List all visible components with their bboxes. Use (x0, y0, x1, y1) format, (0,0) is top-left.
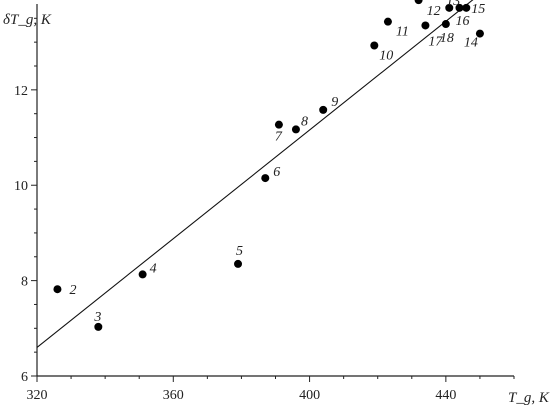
data-point (274, 120, 283, 129)
x-tick-label: 320 (27, 388, 48, 403)
axes (36, 4, 514, 377)
data-point (291, 125, 300, 134)
point-label-7: 7 (275, 130, 283, 145)
point-label-4: 4 (150, 261, 157, 276)
point-label-10: 10 (379, 48, 393, 63)
data-points (53, 0, 484, 331)
data-point (94, 322, 103, 331)
point-label-16: 16 (455, 14, 469, 29)
point-label-5: 5 (236, 244, 243, 259)
data-point (261, 174, 270, 183)
data-point (414, 0, 423, 5)
point-label-15: 15 (471, 2, 485, 17)
point-label-13: 13 (446, 0, 460, 9)
data-point (421, 21, 430, 30)
y-tick-label: 8 (21, 275, 28, 290)
point-label-11: 11 (396, 25, 409, 40)
y-tick-label: 6 (21, 370, 28, 385)
x-tick-label: 440 (435, 388, 456, 403)
trendline (36, 0, 474, 348)
x-tick-label: 360 (163, 388, 184, 403)
x-axis-title: T_g, K (508, 390, 550, 406)
data-point (234, 259, 243, 268)
data-point (383, 17, 392, 26)
data-point (475, 29, 484, 38)
trendline-group (36, 0, 474, 348)
ticks: 320 360 400 440 6 8 10 12 (14, 17, 515, 403)
y-tick-label: 10 (14, 179, 28, 194)
point-label-14: 14 (464, 36, 478, 51)
data-point (370, 41, 379, 50)
point-label-12: 12 (427, 4, 441, 19)
data-point (319, 105, 328, 114)
point-label-6: 6 (273, 165, 280, 180)
data-point (138, 270, 147, 279)
point-label-2: 2 (69, 283, 76, 298)
y-tick-label: 12 (14, 84, 28, 99)
data-point (441, 20, 450, 29)
data-point (53, 285, 62, 294)
data-point (445, 3, 454, 12)
data-point (455, 3, 464, 12)
point-label-18: 18 (440, 31, 454, 46)
point-label-3: 3 (93, 310, 101, 325)
point-label-8: 8 (301, 114, 308, 129)
point-label-17: 17 (428, 34, 443, 49)
x-tick-label: 400 (299, 388, 320, 403)
point-label-9: 9 (331, 95, 338, 110)
y-axis-title: δT_g, K (3, 12, 52, 28)
data-point (462, 3, 471, 12)
